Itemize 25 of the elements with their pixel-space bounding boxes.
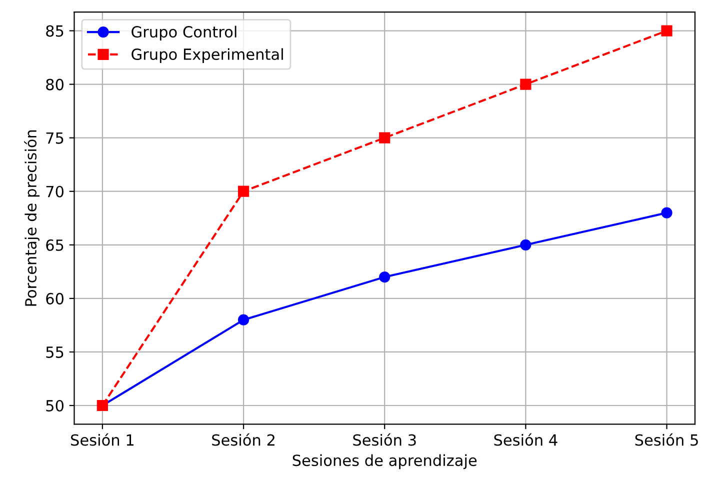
y-tick-label: 55	[46, 346, 64, 358]
y-tick-label: 50	[46, 400, 64, 412]
point	[520, 239, 532, 250]
x-tick-label: Sesión 5	[635, 433, 698, 446]
x-tick-label: Sesión 3	[353, 433, 416, 446]
y-tick-label: 60	[46, 292, 64, 304]
x-tick-label: Sesión 2	[212, 433, 274, 446]
y-tick-label: 80	[46, 78, 64, 90]
point	[379, 132, 390, 144]
point	[520, 78, 532, 90]
point	[661, 207, 672, 218]
y-tick-label: 75	[46, 132, 64, 144]
legend-label: Grupo Control	[132, 26, 236, 41]
y-tick-label: 85	[46, 25, 64, 37]
x-tick-label: Sesión 1	[71, 433, 134, 446]
y-tick-label: 65	[46, 239, 64, 251]
point	[379, 271, 390, 283]
y-axis-title: Porcentaje de precisión	[24, 130, 40, 306]
point	[238, 186, 250, 197]
x-tick-label: Sesión 4	[494, 433, 558, 446]
point	[661, 25, 672, 36]
x-axis-title: Sesiones de aprendizaje	[292, 454, 477, 470]
y-tick-label: 70	[46, 186, 64, 198]
legend-label: Grupo Experimental	[132, 48, 283, 63]
point	[238, 314, 250, 326]
